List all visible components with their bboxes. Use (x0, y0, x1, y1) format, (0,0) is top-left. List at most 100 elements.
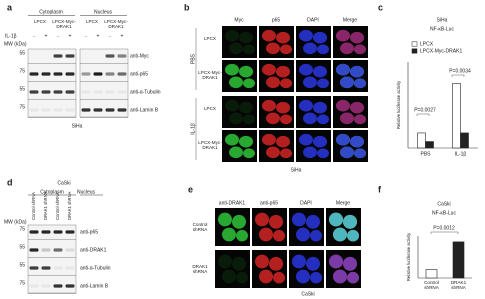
band (53, 90, 63, 94)
band (65, 72, 75, 76)
band (65, 230, 75, 234)
mw-marker: 75 (19, 68, 25, 74)
cell (292, 212, 306, 227)
y-axis-label: Relative luciferase activity (406, 232, 411, 281)
mw-marker: 55 (19, 86, 25, 92)
cell (317, 148, 329, 159)
cell (303, 146, 317, 159)
cell (280, 78, 292, 89)
cell (276, 101, 290, 114)
antibody-label: anti-Lamin B (130, 107, 159, 113)
cell (296, 227, 310, 242)
x-tick-label: DRAK1 shRNA (450, 280, 467, 290)
cell (280, 148, 292, 159)
header: Nucleus (94, 9, 113, 15)
blot-frame (27, 48, 77, 118)
cell (306, 214, 320, 229)
antibody-label: anti-Myc (130, 53, 149, 59)
cell (354, 44, 366, 55)
x-tick-label: PBS (420, 151, 431, 157)
header: Cytoplasm (39, 9, 63, 15)
group-label: LPCX-Myc-DRAK1 (52, 19, 75, 29)
cell (229, 76, 243, 89)
band (81, 90, 91, 94)
band (65, 248, 75, 252)
cell (350, 101, 364, 114)
cell (303, 42, 317, 55)
mw-marker: 55 (19, 262, 25, 268)
cell (340, 76, 354, 89)
treatment-sign: + (97, 33, 100, 39)
panel-label: b (184, 2, 190, 12)
column-header: Myc (234, 17, 244, 23)
cell (243, 44, 255, 55)
cell (229, 112, 243, 125)
x-tick-label: Control shRNA (424, 280, 439, 290)
treatment-label: IL-1β (5, 33, 17, 39)
cell (232, 256, 246, 271)
panel-label: c (378, 2, 383, 12)
cell (343, 214, 357, 229)
lane-label: DRAK1 shRNA (67, 191, 72, 220)
cell (354, 78, 366, 89)
lane-label: Control shRNA (55, 192, 60, 220)
cell (232, 214, 246, 229)
treatment-sign: - (57, 33, 59, 39)
header: Nucleus (77, 189, 96, 195)
mw-label: MW (kDa) (4, 219, 27, 225)
cell-line: SiHa (72, 123, 83, 129)
cell (218, 212, 232, 227)
cell (292, 254, 306, 269)
antibody-label: anti-α-Tubulin (130, 89, 161, 95)
cell (276, 65, 290, 78)
cell (350, 31, 364, 44)
chart-title: CaSki (437, 201, 450, 207)
cell (239, 101, 253, 114)
band (41, 266, 51, 270)
cell (350, 65, 364, 78)
band (93, 108, 103, 112)
cell (329, 212, 343, 227)
band (105, 90, 115, 94)
treatment-sign: + (45, 33, 48, 39)
band (117, 54, 127, 58)
annotation: P=0.0034 (449, 68, 471, 74)
cell (243, 114, 255, 125)
band (53, 248, 63, 252)
treatment-sign: + (121, 33, 124, 39)
group-label: LPCX (33, 19, 46, 24)
cell (313, 65, 327, 78)
band (53, 108, 63, 112)
group-label: LPCX (33, 19, 46, 24)
band (29, 266, 39, 270)
band (93, 72, 103, 76)
cell (269, 214, 283, 229)
band (81, 108, 91, 112)
mw-marker: 55 (19, 50, 25, 56)
mw-marker: 75 (19, 226, 25, 232)
cell (266, 76, 280, 89)
cell (336, 63, 350, 76)
x-tick-label: DRAK1 shRNA (450, 280, 467, 290)
row-label: DRAK1 shRNA (192, 264, 208, 274)
cell (266, 42, 280, 55)
group-label: LPCX (85, 19, 98, 24)
cell (280, 44, 292, 55)
row-label: LPCX (204, 36, 216, 41)
cell (299, 133, 313, 146)
bar (425, 269, 438, 279)
bar (452, 241, 465, 279)
cell (262, 133, 276, 146)
cell (303, 112, 317, 125)
legend-swatch (411, 48, 418, 54)
treatment-sign: - (109, 33, 111, 39)
cell (296, 269, 310, 284)
treatment-sign: - (85, 33, 87, 39)
column-header: DAPI (300, 200, 312, 206)
band (65, 284, 75, 288)
mw-marker: 75 (19, 280, 25, 286)
band (105, 54, 115, 58)
antibody-label: anti-α-Tubulin (80, 265, 111, 271)
band (117, 72, 127, 76)
band (41, 90, 51, 94)
